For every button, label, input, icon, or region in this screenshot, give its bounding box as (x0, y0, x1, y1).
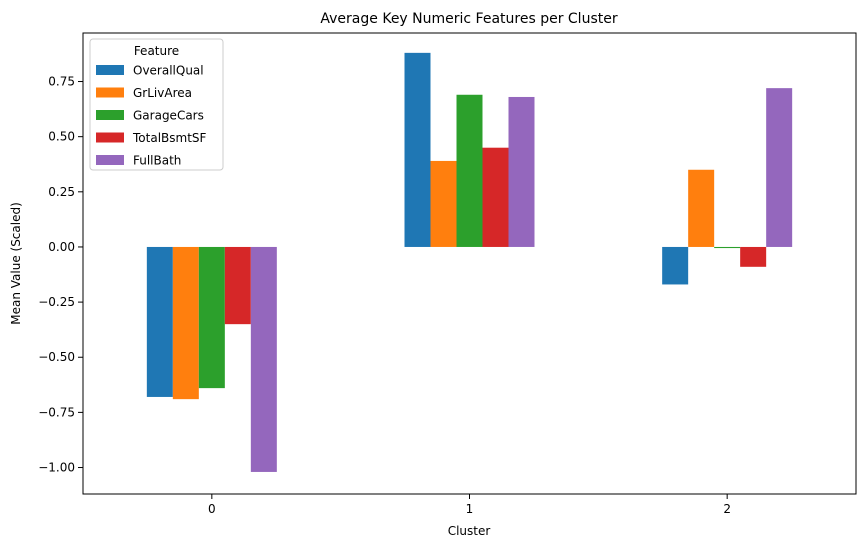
x-tick-label: 2 (723, 502, 731, 516)
legend: Feature OverallQual GrLivArea GarageCars To… (89, 38, 224, 171)
bar-OverallQual-cluster-0 (146, 246, 173, 397)
y-tick-label: −0.25 (38, 295, 75, 309)
legend-box (89, 38, 224, 171)
bar-GarageCars-cluster-0 (198, 246, 225, 389)
bar-TotalBsmtSF-cluster-1 (482, 147, 509, 247)
y-tick-label: −0.50 (38, 350, 75, 364)
legend-title: Feature (134, 44, 179, 58)
bar-FullBath-cluster-2 (766, 88, 793, 247)
bar-GarageCars-cluster-1 (456, 94, 483, 247)
bar-OverallQual-cluster-1 (404, 52, 431, 247)
plot-area (146, 52, 793, 472)
legend-label-OverallQual: OverallQual (133, 64, 204, 78)
bar-FullBath-cluster-0 (250, 246, 277, 472)
bar-FullBath-cluster-1 (508, 96, 535, 247)
y-axis: −1.00 −0.75 −0.50 −0.25 0.00 0.25 0.50 0.75 (38, 75, 83, 475)
bar-TotalBsmtSF-cluster-0 (224, 246, 251, 325)
y-axis-label: Mean Value (Scaled) (9, 202, 23, 325)
chart-title: Average Key Numeric Features per Cluster (320, 11, 617, 27)
x-axis: 0 1 2 (208, 494, 731, 516)
x-tick-label: 0 (208, 502, 216, 516)
bar-GrLivArea-cluster-1 (430, 160, 457, 247)
y-tick-label: 0.75 (48, 75, 75, 89)
y-tick-label: 0.25 (48, 185, 75, 199)
legend-swatch-FullBath (96, 155, 124, 165)
x-tick-label: 1 (466, 502, 474, 516)
bar-TotalBsmtSF-cluster-2 (740, 246, 767, 267)
y-tick-label: 0.50 (48, 130, 75, 144)
legend-swatch-GarageCars (96, 110, 124, 120)
legend-swatch-TotalBsmtSF (96, 132, 124, 143)
legend-label-GrLivArea: GrLivArea (133, 86, 192, 100)
legend-label-GarageCars: GarageCars (133, 109, 204, 123)
bar-GrLivArea-cluster-0 (172, 246, 199, 400)
y-tick-label: −1.00 (38, 461, 75, 475)
bar-GarageCars-cluster-2 (714, 246, 741, 249)
legend-swatch-OverallQual (96, 65, 124, 75)
y-tick-label: −0.75 (38, 405, 75, 419)
legend-label-FullBath: FullBath (133, 154, 181, 168)
x-axis-label: Cluster (448, 524, 491, 538)
legend-swatch-GrLivArea (96, 87, 124, 98)
bar-OverallQual-cluster-2 (662, 246, 689, 285)
legend-label-TotalBsmtSF: TotalBsmtSF (132, 131, 207, 145)
bar-GrLivArea-cluster-2 (688, 169, 715, 247)
y-tick-label: 0.00 (48, 240, 75, 254)
